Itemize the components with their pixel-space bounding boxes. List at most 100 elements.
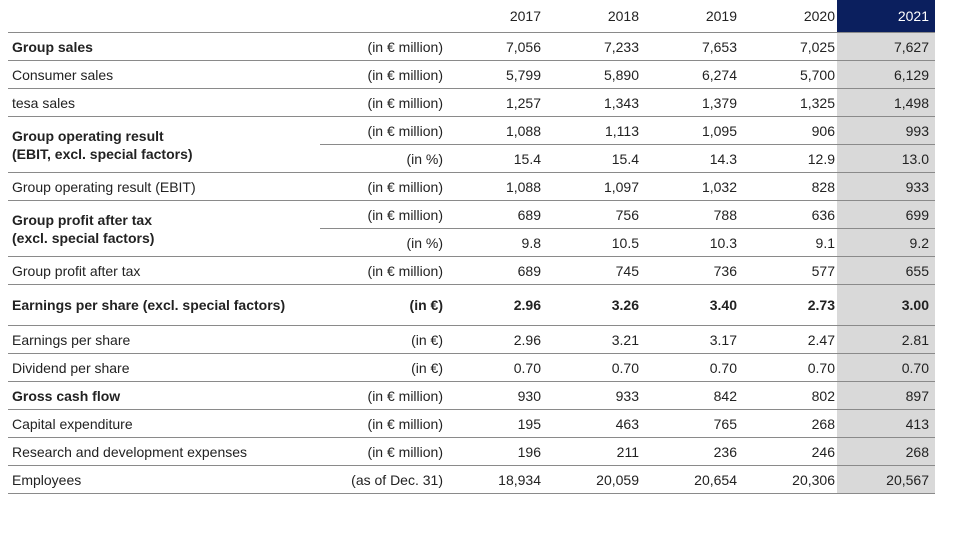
value: 699 [837,200,935,229]
unit: (in €) [320,284,445,326]
table-row: Dividend per share (in €) 0.70 0.70 0.70 0.70… [8,353,935,382]
table-body: Group sales (in € million) 7,056 7,233 7,653… [8,32,935,494]
value: 765 [641,409,739,438]
value: 736 [641,256,739,285]
value: 5,799 [445,60,543,89]
value: 2.47 [739,325,837,354]
value: 18,934 [445,465,543,494]
value: 1,097 [543,172,641,201]
value: 7,056 [445,32,543,61]
value: 246 [739,437,837,466]
value: 3.17 [641,325,739,354]
value: 906 [739,116,837,145]
row-label: Research and development expenses [8,437,320,466]
value: 1,379 [641,88,739,117]
value: 3.26 [543,284,641,326]
value: 20,306 [739,465,837,494]
value: 1,325 [739,88,837,117]
row-label: Employees [8,465,320,494]
table-row: Group operating result (EBIT) (in € milli… [8,172,935,201]
value: 196 [445,437,543,466]
row-label: Group operating result (EBIT) [8,172,320,201]
value: 1,343 [543,88,641,117]
blank [320,0,445,33]
row-label: Dividend per share [8,353,320,382]
year-header: 2017 [445,0,543,33]
unit: (in €) [320,353,445,382]
value: 3.21 [543,325,641,354]
value: 689 [445,200,543,229]
value: 20,654 [641,465,739,494]
value: 1,113 [543,116,641,145]
unit: (in %) [320,144,445,173]
unit: (as of Dec. 31) [320,465,445,494]
value: 7,233 [543,32,641,61]
value: 268 [739,409,837,438]
value: 1,498 [837,88,935,117]
value: 0.70 [739,353,837,382]
value: 6,274 [641,60,739,89]
row-label: Capital expenditure [8,409,320,438]
value: 655 [837,256,935,285]
unit: (in € million) [320,60,445,89]
header-row: 2017 2018 2019 2020 2021 [8,0,935,33]
table-row: (in %) 15.4 15.4 14.3 12.9 13.0 [8,144,935,173]
value: 1,095 [641,116,739,145]
key-figures-table: 2017 2018 2019 2020 2021 Group sales (in € mi… [8,0,935,494]
value: 577 [739,256,837,285]
value: 1,032 [641,172,739,201]
row-label: Group operating result (EBIT, excl. spec… [8,116,320,173]
value: 6,129 [837,60,935,89]
table-row: tesa sales (in € million) 1,257 1,343 1,379 1… [8,88,935,117]
value: 930 [445,381,543,410]
value: 1,088 [445,116,543,145]
table-row: (in %) 9.8 10.5 10.3 9.1 9.2 [8,228,935,257]
table-row: Employees (as of Dec. 31) 18,934 20,059 20,6… [8,465,935,494]
value: 2.96 [445,284,543,326]
unit: (in € million) [320,32,445,61]
blank [8,0,320,33]
value: 933 [543,381,641,410]
value: 1,088 [445,172,543,201]
value: 933 [837,172,935,201]
value: 5,890 [543,60,641,89]
table-row: Research and development expenses (in € m… [8,437,935,466]
value: 463 [543,409,641,438]
row-label: Group profit after tax [8,256,320,285]
row-label: Group sales [8,32,320,61]
unit: (in € million) [320,172,445,201]
value: 802 [739,381,837,410]
value: 413 [837,409,935,438]
value: 745 [543,256,641,285]
value: 2.81 [837,325,935,354]
unit: (in € million) [320,88,445,117]
table-row: Capital expenditure (in € million) 195 463 7… [8,409,935,438]
value: 268 [837,437,935,466]
value: 7,627 [837,32,935,61]
value: 0.70 [641,353,739,382]
value: 842 [641,381,739,410]
unit: (in €) [320,325,445,354]
value: 9.2 [837,228,935,257]
year-header: 2018 [543,0,641,33]
value: 2.73 [739,284,837,326]
table-row: Group sales (in € million) 7,056 7,233 7,653… [8,32,935,61]
value: 236 [641,437,739,466]
value: 1,257 [445,88,543,117]
value: 756 [543,200,641,229]
value: 2.96 [445,325,543,354]
value: 10.3 [641,228,739,257]
row-label: Earnings per share (excl. special factor… [8,284,320,326]
value: 14.3 [641,144,739,173]
value: 211 [543,437,641,466]
year-header: 2019 [641,0,739,33]
unit: (in € million) [320,409,445,438]
value: 0.70 [445,353,543,382]
value: 0.70 [837,353,935,382]
unit: (in € million) [320,256,445,285]
unit: (in %) [320,228,445,257]
value: 0.70 [543,353,641,382]
value: 788 [641,200,739,229]
table-row: Group operating result (EBIT, excl. spec… [8,116,935,173]
